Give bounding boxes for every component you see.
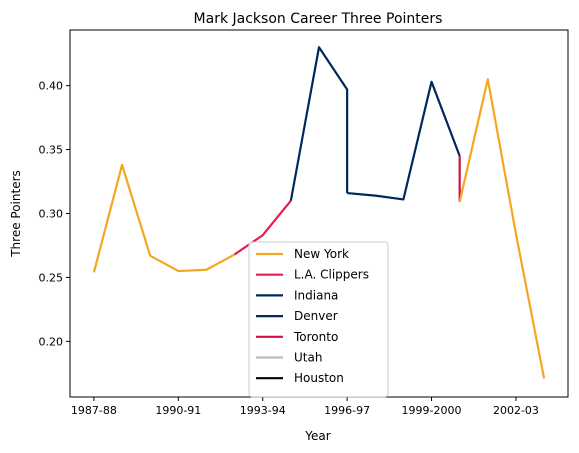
series-line-3 [347,80,461,201]
legend-label: Utah [294,351,322,365]
y-tick-label: 0.20 [39,335,64,348]
legend-label: Houston [294,371,344,385]
y-tick-label: 0.25 [39,271,64,284]
x-axis: 1987-88 1990-91 1993-94 1996-97 1999-2000 200… [71,397,539,417]
legend: New York L.A. Clippers Indiana Denver Toront… [248,241,389,398]
y-tick-label: 0.30 [39,208,64,221]
y-axis-label: Three Pointers [9,170,23,258]
legend-label: Indiana [294,288,338,302]
series-line-1 [233,200,292,256]
x-tick-label: 1993-94 [240,404,286,417]
chart-title: Mark Jackson Career Three Pointers [194,11,443,27]
x-tick-label: 1987-88 [71,404,117,417]
legend-label: Denver [294,309,338,323]
x-tick-label: 1999-2000 [402,404,462,417]
x-tick-label: 1996-97 [324,404,370,417]
x-tick-label: 2002-03 [493,404,539,417]
series-line-2 [289,46,349,201]
legend-label: New York [294,247,349,261]
series-lines [92,46,546,379]
y-tick-label: 0.40 [39,80,64,93]
y-axis: 0.20 0.25 0.30 0.35 0.40 [39,80,70,348]
x-tick-label: 1990-91 [155,404,201,417]
legend-label: L.A. Clippers [294,268,369,282]
x-axis-label: Year [304,429,330,443]
series-line-7 [458,78,546,379]
legend-label: Toronto [293,330,338,344]
y-tick-label: 0.35 [39,144,64,157]
series-line-0 [92,163,236,273]
legend-box [248,241,389,398]
